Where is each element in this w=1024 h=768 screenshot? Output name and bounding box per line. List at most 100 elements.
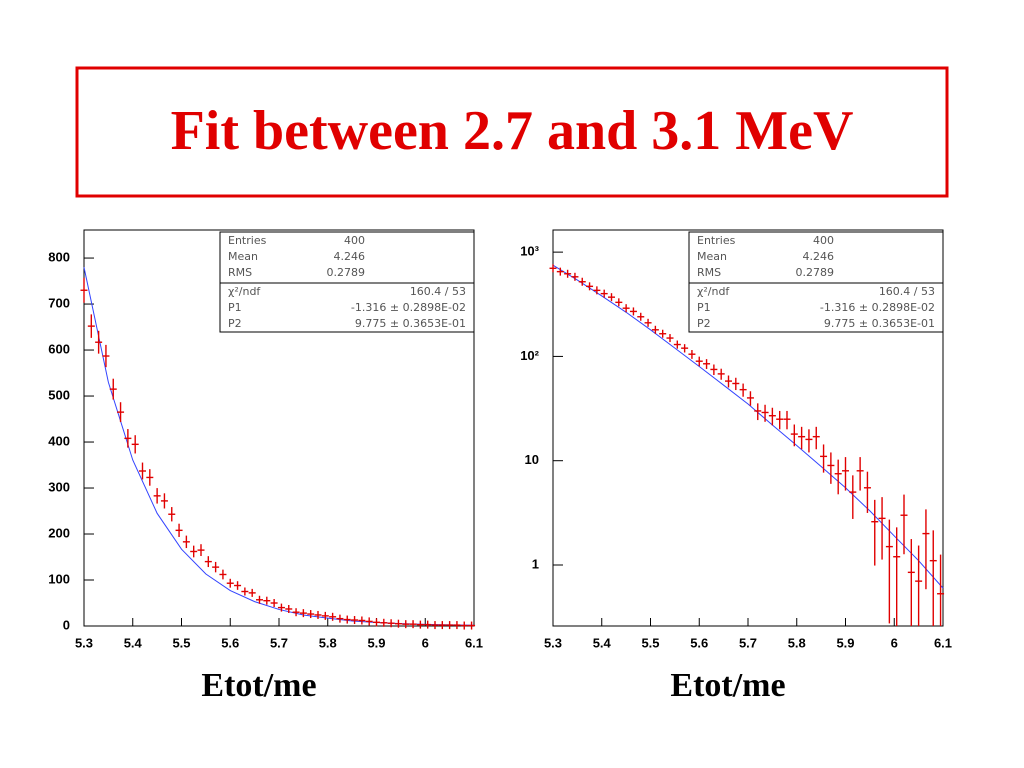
data-point [929,530,937,626]
data-point [219,569,227,580]
stat-label: Mean [697,250,727,263]
data-point [424,620,432,629]
data-point [915,545,923,626]
data-point [387,619,395,628]
x-tick-label: 6.1 [465,635,483,650]
data-point [586,282,594,291]
y-tick-label: 10 [525,452,539,467]
fit-value: -1.316 ± 0.2898E-02 [351,301,466,314]
data-point [673,340,681,349]
data-point [798,426,806,450]
data-point [681,344,689,353]
fit-value: 160.4 / 53 [410,285,466,298]
data-point [380,618,388,627]
x-tick-label: 5.8 [319,635,337,650]
data-point [871,499,879,566]
data-point [431,621,439,630]
data-point [80,277,88,303]
data-point [659,329,667,338]
data-point [907,539,915,626]
data-point [453,621,461,630]
data-point [651,325,659,334]
y-tick-label: 10³ [520,244,539,259]
stats-box [219,231,475,333]
data-point [241,587,249,596]
data-point [578,277,586,286]
y-tick-label: 400 [48,433,70,448]
data-point [117,402,125,423]
data-point [703,359,711,369]
data-point [885,519,893,624]
data-point [468,621,476,630]
stat-value: 4.246 [334,250,366,263]
data-point [139,462,146,480]
data-point [790,424,798,447]
data-point [351,616,359,625]
y-tick-label: 0 [63,617,70,632]
data-point [87,314,95,338]
data-point [746,391,754,406]
x-tick-label: 5.9 [836,635,854,650]
data-point [842,457,849,491]
x-tick-label: 5.3 [544,635,562,650]
data-point [812,426,820,450]
data-point [409,620,417,629]
x-tick-label: 5.8 [788,635,806,650]
y-tick-label: 1 [532,556,539,571]
data-point [856,457,864,491]
data-point [226,578,234,588]
data-point [95,330,103,354]
data-point [124,429,132,448]
data-point [299,609,307,618]
data-point [666,334,674,343]
data-point [615,298,623,307]
plot: 5.3 5.4 5.5 5.6 5.7 5.8 5.9 6 6.1 0 100 200 300 400 50… [48,229,483,704]
data-point [373,618,380,627]
data-point [446,621,454,630]
stat-label: RMS [228,266,252,279]
data-point [644,318,652,327]
data-point [863,471,871,513]
data-point [834,459,842,495]
x-tick-label: 5.4 [593,635,612,650]
data-point [212,561,220,573]
fit-value: -1.316 ± 0.2898E-02 [820,301,935,314]
data-point [190,545,198,558]
data-point [285,604,293,613]
data-point [805,429,813,453]
data-point [761,404,769,422]
fit-value: 9.775 ± 0.3653E-01 [824,317,935,330]
data-point [783,410,791,430]
data-point [168,507,176,522]
data-point [754,403,762,421]
x-axis-label: Etot/me [670,667,785,704]
y-tick-label: 10² [520,348,539,363]
data-point [182,535,190,549]
stat-label: Entries [697,234,736,247]
stat-value: 0.2789 [327,266,366,279]
data-point [197,544,205,557]
data-point [637,312,645,321]
data-point [571,272,579,281]
slide-title: Fit between 2.7 and 3.1 MeV [171,100,854,162]
stats-box [688,231,944,333]
x-axis-label: Etot/me [201,667,316,704]
fit-value: 9.775 ± 0.3653E-01 [355,317,466,330]
data-point [922,509,930,590]
data-point [175,523,183,537]
data-point [416,620,424,629]
data-point [438,621,446,630]
data-point [153,488,161,504]
title-box [75,66,949,198]
data-point [695,356,703,367]
data-point [827,452,835,484]
x-tick-label: 5.6 [690,635,708,650]
data-point [402,620,410,629]
stat-value: 0.2789 [796,266,835,279]
data-point [102,344,110,368]
data-point [343,615,351,624]
data-point [263,596,271,605]
data-point [549,264,557,273]
data-point [307,610,315,619]
